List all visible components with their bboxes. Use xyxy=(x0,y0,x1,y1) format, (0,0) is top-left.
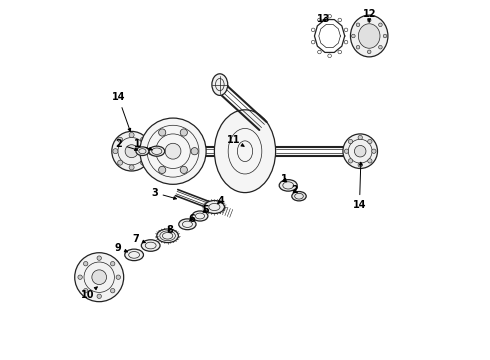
Circle shape xyxy=(140,118,206,184)
Ellipse shape xyxy=(179,219,196,230)
Circle shape xyxy=(344,149,349,153)
Ellipse shape xyxy=(204,201,224,213)
Ellipse shape xyxy=(136,147,149,156)
Text: 6: 6 xyxy=(189,213,196,224)
Circle shape xyxy=(180,129,187,136)
Text: 2: 2 xyxy=(115,139,138,150)
Text: 3: 3 xyxy=(151,188,176,199)
Circle shape xyxy=(74,253,123,302)
Ellipse shape xyxy=(215,110,275,193)
Circle shape xyxy=(165,143,181,159)
Circle shape xyxy=(368,50,371,54)
Text: 5: 5 xyxy=(203,204,210,215)
Circle shape xyxy=(145,149,150,154)
Circle shape xyxy=(383,34,387,38)
Ellipse shape xyxy=(292,192,306,201)
Circle shape xyxy=(97,294,101,298)
Circle shape xyxy=(83,261,88,266)
Ellipse shape xyxy=(125,249,144,261)
Circle shape xyxy=(83,288,88,293)
Text: 8: 8 xyxy=(166,225,173,235)
Circle shape xyxy=(343,134,377,168)
Circle shape xyxy=(368,18,371,22)
Circle shape xyxy=(180,166,187,174)
Circle shape xyxy=(368,139,372,144)
Ellipse shape xyxy=(149,146,165,156)
Text: 1: 1 xyxy=(281,174,288,184)
Circle shape xyxy=(113,149,118,154)
Text: 2: 2 xyxy=(291,185,298,195)
Ellipse shape xyxy=(157,229,178,243)
Circle shape xyxy=(129,165,134,170)
Circle shape xyxy=(78,275,82,279)
Circle shape xyxy=(118,160,122,165)
Circle shape xyxy=(356,45,360,49)
Circle shape xyxy=(191,148,198,155)
Circle shape xyxy=(111,261,115,266)
Circle shape xyxy=(141,137,146,142)
Circle shape xyxy=(368,159,372,163)
Text: 14: 14 xyxy=(353,162,366,210)
Text: 13: 13 xyxy=(317,14,330,24)
Circle shape xyxy=(348,159,353,163)
Text: 1: 1 xyxy=(134,139,152,150)
Circle shape xyxy=(118,137,122,142)
Text: 12: 12 xyxy=(363,9,376,22)
Circle shape xyxy=(141,160,146,165)
Ellipse shape xyxy=(212,74,228,95)
Text: 11: 11 xyxy=(227,135,244,146)
Ellipse shape xyxy=(350,15,388,57)
Circle shape xyxy=(351,34,355,38)
Circle shape xyxy=(125,145,138,158)
Ellipse shape xyxy=(192,211,208,221)
Circle shape xyxy=(354,145,366,157)
Text: 10: 10 xyxy=(80,287,98,300)
Circle shape xyxy=(358,135,363,140)
Circle shape xyxy=(372,149,376,153)
Circle shape xyxy=(159,166,166,174)
Circle shape xyxy=(129,132,134,138)
Circle shape xyxy=(116,275,121,279)
Circle shape xyxy=(356,23,360,27)
Text: 9: 9 xyxy=(115,243,127,253)
Text: 14: 14 xyxy=(112,92,131,131)
Circle shape xyxy=(159,129,166,136)
Ellipse shape xyxy=(358,24,380,48)
Circle shape xyxy=(97,256,101,260)
Circle shape xyxy=(92,270,106,284)
Circle shape xyxy=(148,148,155,155)
Circle shape xyxy=(379,45,382,49)
Circle shape xyxy=(112,131,151,171)
Ellipse shape xyxy=(279,180,297,191)
Circle shape xyxy=(111,288,115,293)
Text: 4: 4 xyxy=(217,196,224,206)
Circle shape xyxy=(348,139,353,144)
Text: 7: 7 xyxy=(132,234,146,244)
Ellipse shape xyxy=(141,240,160,251)
Circle shape xyxy=(358,163,363,167)
Circle shape xyxy=(379,23,382,27)
